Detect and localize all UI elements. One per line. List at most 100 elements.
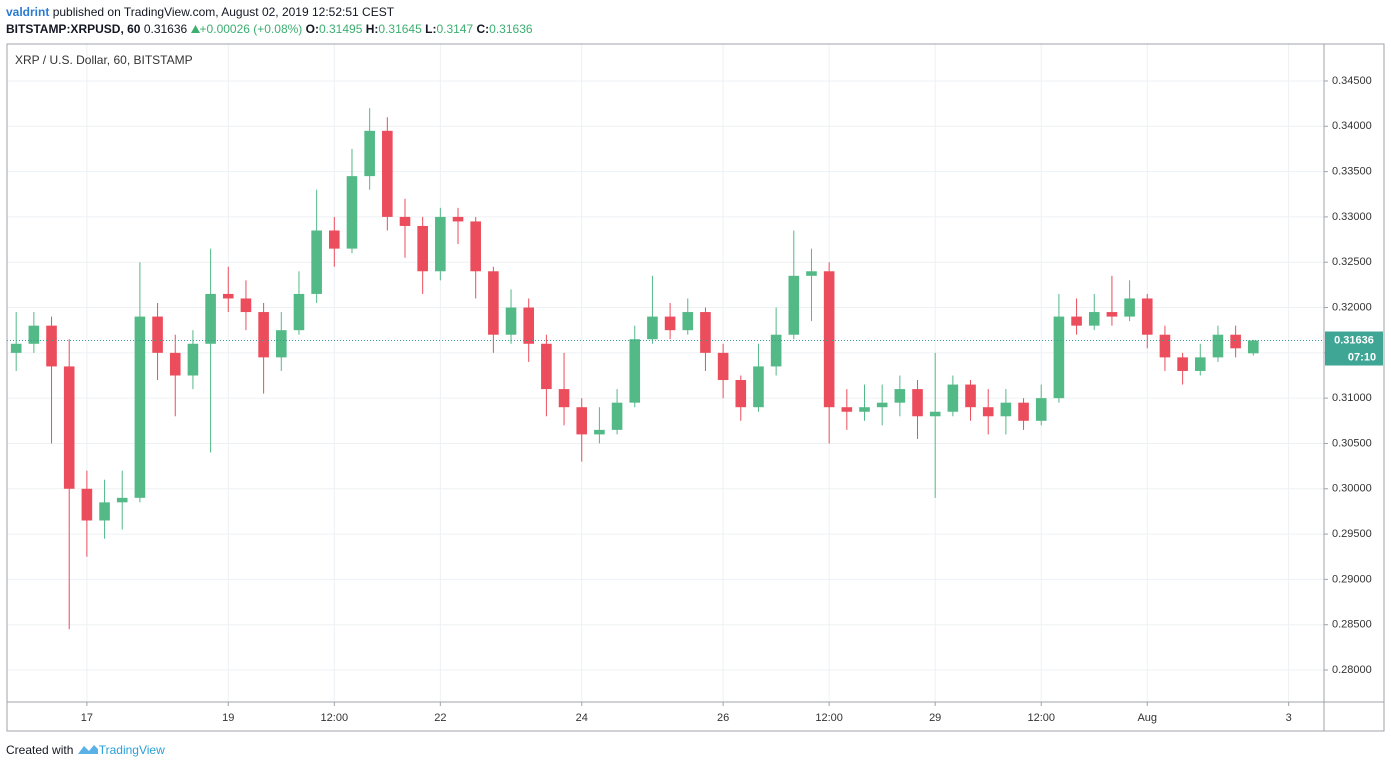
candle-body: [435, 216, 446, 272]
x-tick-label: 3: [1286, 712, 1292, 724]
x-tick-label: 24: [576, 712, 588, 724]
created-with: Created with: [6, 743, 74, 757]
countdown: 07:10: [1348, 351, 1376, 363]
y-tick-label: 0.30000: [1332, 483, 1372, 495]
candle-body: [152, 316, 163, 353]
candle-body: [823, 271, 835, 408]
candle-body: [770, 334, 782, 367]
candle-body: [293, 293, 305, 331]
candle-body: [982, 407, 994, 417]
price-tag: [1325, 331, 1383, 366]
candle-body: [116, 497, 128, 503]
candle-body: [965, 384, 976, 408]
candle-body: [346, 176, 358, 249]
y-tick-label: 0.29000: [1332, 573, 1372, 585]
candle-body: [1053, 316, 1065, 399]
x-tick-label: Aug: [1137, 712, 1157, 724]
candle-body: [700, 312, 711, 353]
candle-body: [81, 488, 93, 521]
candle-body: [470, 221, 481, 272]
publish-line: valdrint published on TradingView.com, A…: [6, 5, 394, 19]
candle-body: [947, 384, 959, 412]
candle-body: [806, 271, 817, 276]
candle-body: [1035, 398, 1047, 421]
y-tick-label: 0.33000: [1332, 211, 1372, 223]
symbol: BITSTAMP:XRPUSD, 60: [6, 22, 141, 36]
candle-body: [205, 293, 216, 344]
candle-body: [488, 271, 499, 335]
candle-body: [1018, 402, 1029, 421]
candle-body: [859, 407, 870, 412]
candle-body: [329, 230, 340, 249]
candle-body: [452, 216, 464, 222]
candle-body: [1141, 298, 1153, 335]
candle-body: [240, 298, 252, 313]
candle-body: [258, 312, 269, 358]
candle-body: [364, 130, 375, 177]
high-label: H:: [365, 22, 379, 36]
candle-body: [417, 225, 428, 272]
candle-body: [275, 330, 287, 358]
candle-body: [1230, 334, 1241, 349]
close-label: C:: [476, 22, 490, 36]
publish-info: published on TradingView.com, August 02,…: [52, 5, 395, 19]
candle-body: [311, 230, 322, 294]
low-value: 0.3147: [436, 22, 474, 36]
candle-body: [753, 366, 764, 408]
chart-title: XRP / U.S. Dollar, 60, BITSTAMP: [15, 53, 193, 67]
candle-body: [1177, 357, 1188, 371]
candle-body: [576, 407, 588, 435]
candle-body: [46, 325, 57, 367]
y-tick-label: 0.28500: [1332, 619, 1372, 631]
y-tick-label: 0.34500: [1332, 75, 1372, 87]
y-tick-label: 0.33500: [1332, 166, 1372, 178]
footer: Created with TradingView: [6, 743, 165, 757]
frame: [6, 43, 1385, 732]
candle-body: [10, 343, 22, 353]
candle-body: [841, 407, 853, 412]
x-tick-label: 17: [81, 712, 93, 724]
candle-body: [894, 389, 906, 403]
chart: XRP / U.S. Dollar, 60, BITSTAMP 0.280000…: [6, 43, 1385, 732]
x-tick-label: 12:00: [321, 712, 349, 724]
candle-body: [1106, 312, 1118, 317]
candle-body: [523, 307, 535, 344]
candle-body: [682, 312, 694, 331]
candle-body: [912, 389, 923, 417]
candle-body: [1124, 298, 1135, 317]
candle-body: [629, 339, 641, 403]
x-tick-label: 29: [929, 712, 941, 724]
candle-body: [134, 316, 146, 498]
x-tick-label: 12:00: [815, 712, 843, 724]
candle-body: [1159, 334, 1171, 358]
candle-body: [505, 307, 517, 335]
high-value: 0.31645: [378, 22, 422, 36]
candle-body: [222, 293, 234, 299]
y-tick-label: 0.30500: [1332, 437, 1372, 449]
y-tick-label: 0.32500: [1332, 256, 1372, 268]
candle-body: [717, 352, 729, 381]
x-tick-label: 12:00: [1027, 712, 1055, 724]
last-price: 0.31636: [143, 22, 188, 36]
close-value: 0.31636: [489, 22, 533, 36]
brand: TradingView: [98, 743, 165, 757]
candle-body: [558, 389, 570, 408]
candle-body: [876, 402, 888, 408]
symbol-line: BITSTAMP:XRPUSD, 60 0.31636 +0.00026 (+0…: [6, 22, 533, 36]
open-label: O:: [305, 22, 319, 36]
axes: 0.28000 0.28500 0.29000 0.29500 0.30000 0.305…: [81, 75, 1383, 724]
candle-body: [399, 216, 411, 226]
up-arrow: [190, 25, 200, 33]
low-label: L:: [425, 22, 437, 36]
candle-body: [594, 429, 605, 435]
candle-body: [382, 130, 393, 217]
author: valdrint: [6, 5, 50, 19]
price-tag-label: 0.31636: [1334, 334, 1374, 346]
candle-body: [1071, 316, 1082, 326]
grid: [7, 44, 1324, 702]
candle-body: [28, 325, 40, 344]
candle-body: [1194, 357, 1206, 371]
candles: [7, 108, 1324, 630]
y-tick-label: 0.34000: [1332, 120, 1372, 132]
